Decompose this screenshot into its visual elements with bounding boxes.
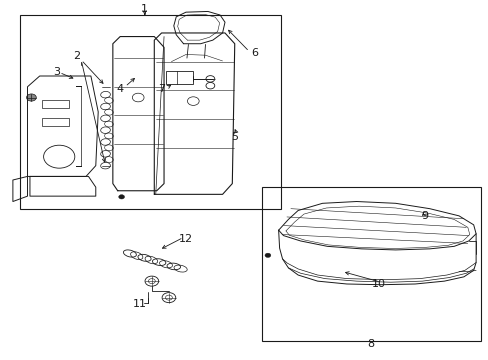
Bar — [166, 71, 193, 84]
Text: 2: 2 — [73, 51, 80, 61]
Text: 6: 6 — [250, 48, 257, 58]
Circle shape — [26, 94, 36, 101]
Text: 8: 8 — [367, 339, 374, 349]
Text: 4: 4 — [116, 84, 123, 94]
Bar — [42, 100, 69, 108]
Text: 1: 1 — [141, 4, 148, 14]
Text: 7: 7 — [158, 84, 165, 94]
Bar — [261, 187, 480, 341]
Text: 11: 11 — [132, 299, 146, 309]
Bar — [42, 118, 69, 126]
Text: 10: 10 — [371, 279, 385, 289]
Circle shape — [119, 195, 124, 199]
Circle shape — [264, 253, 270, 257]
Text: 5: 5 — [231, 132, 238, 142]
Text: 9: 9 — [421, 211, 427, 221]
Text: 12: 12 — [179, 234, 193, 244]
Bar — [20, 15, 281, 209]
Text: 3: 3 — [53, 67, 60, 77]
